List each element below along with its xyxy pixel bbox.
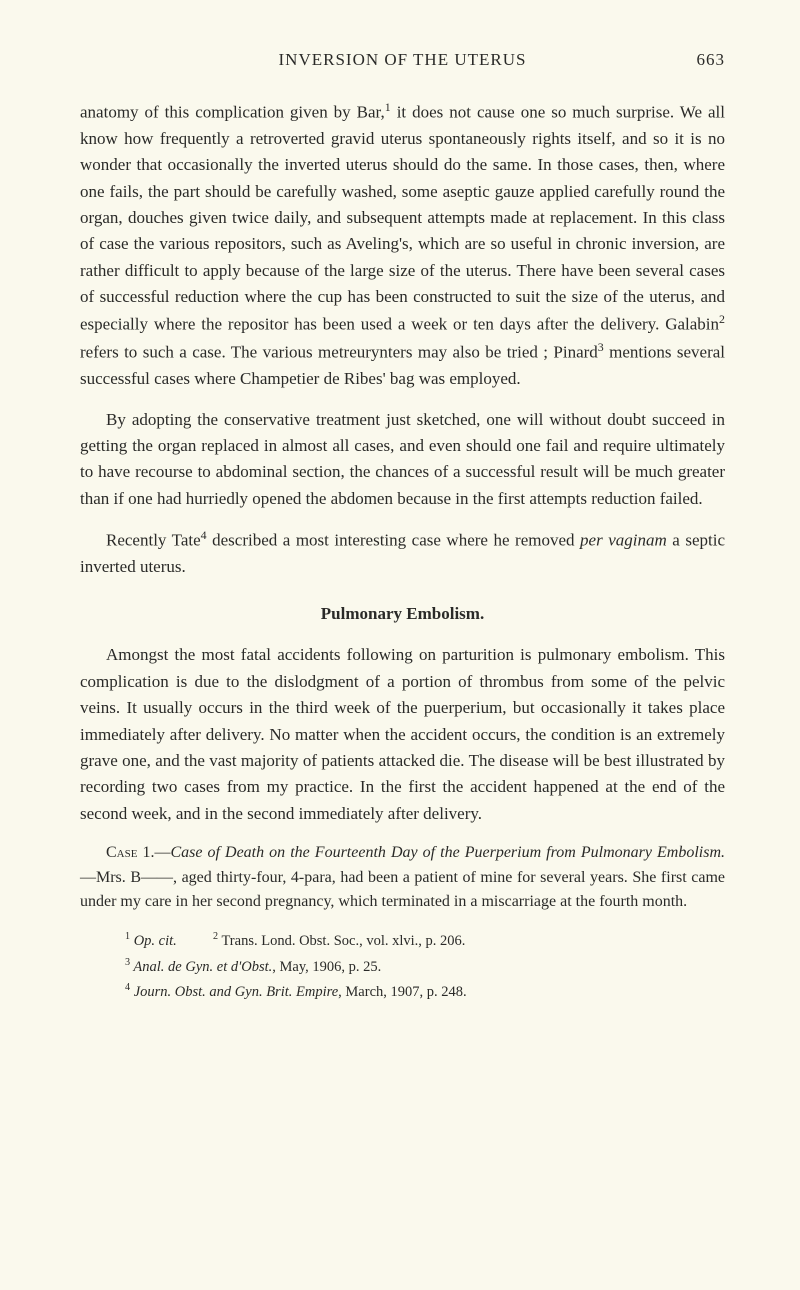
paragraph-3: Recently Tate4 described a most interest… [80,526,725,580]
case-label: Case [106,844,137,861]
footnotes: 1 Op. cit. 2 Trans. Lond. Obst. Soc., vo… [80,929,725,1004]
case-italic: Case of Death on the Fourteenth Day of t… [171,844,726,861]
fn3-text: , May, 1906, p. 25. [272,959,381,975]
page-title: INVERSION OF THE UTERUS [80,50,665,70]
fn4-text: , March, 1907, p. 248. [338,984,466,1000]
p1-text-2: it does not cause one so much surprise. … [80,103,725,334]
p3-text-1: Recently Tate [106,531,201,550]
fn3-italic: Anal. de Gyn. et d'Obst. [130,959,272,975]
page-header: INVERSION OF THE UTERUS 663 [80,50,725,70]
fn2-text: Trans. Lond. Obst. Soc., vol. xlvi., p. … [218,933,465,949]
footnote-3: 3 Anal. de Gyn. et d'Obst., May, 1906, p… [125,955,725,979]
footnote-4: 4 Journ. Obst. and Gyn. Brit. Empire, Ma… [125,980,725,1004]
footnote-1-2: 1 Op. cit. 2 Trans. Lond. Obst. Soc., vo… [125,929,725,953]
p3-text-2: described a most interesting case where … [207,531,580,550]
case-paragraph: Case 1.—Case of Death on the Fourteenth … [80,841,725,915]
sup-2: 2 [719,312,725,326]
p3-italic: per vaginam [580,531,667,550]
fn-spacer [177,933,213,949]
case-text-2: —Mrs. B——, aged thirty-four, 4-para, had… [80,869,725,911]
page-number: 663 [665,50,725,70]
p1-text-1: anatomy of this complication given by Ba… [80,103,385,122]
p1-text-3: refers to such a case. The various metre… [80,343,598,362]
paragraph-1: anatomy of this complication given by Ba… [80,98,725,393]
fn4-italic: Journ. Obst. and Gyn. Brit. Empire [130,984,338,1000]
section-heading: Pulmonary Embolism. [80,604,725,624]
fn1-italic: Op. cit. [130,933,177,949]
paragraph-2: By adopting the conservative treatment j… [80,407,725,512]
case-num: 1.— [137,844,170,861]
paragraph-4: Amongst the most fatal accidents followi… [80,642,725,826]
